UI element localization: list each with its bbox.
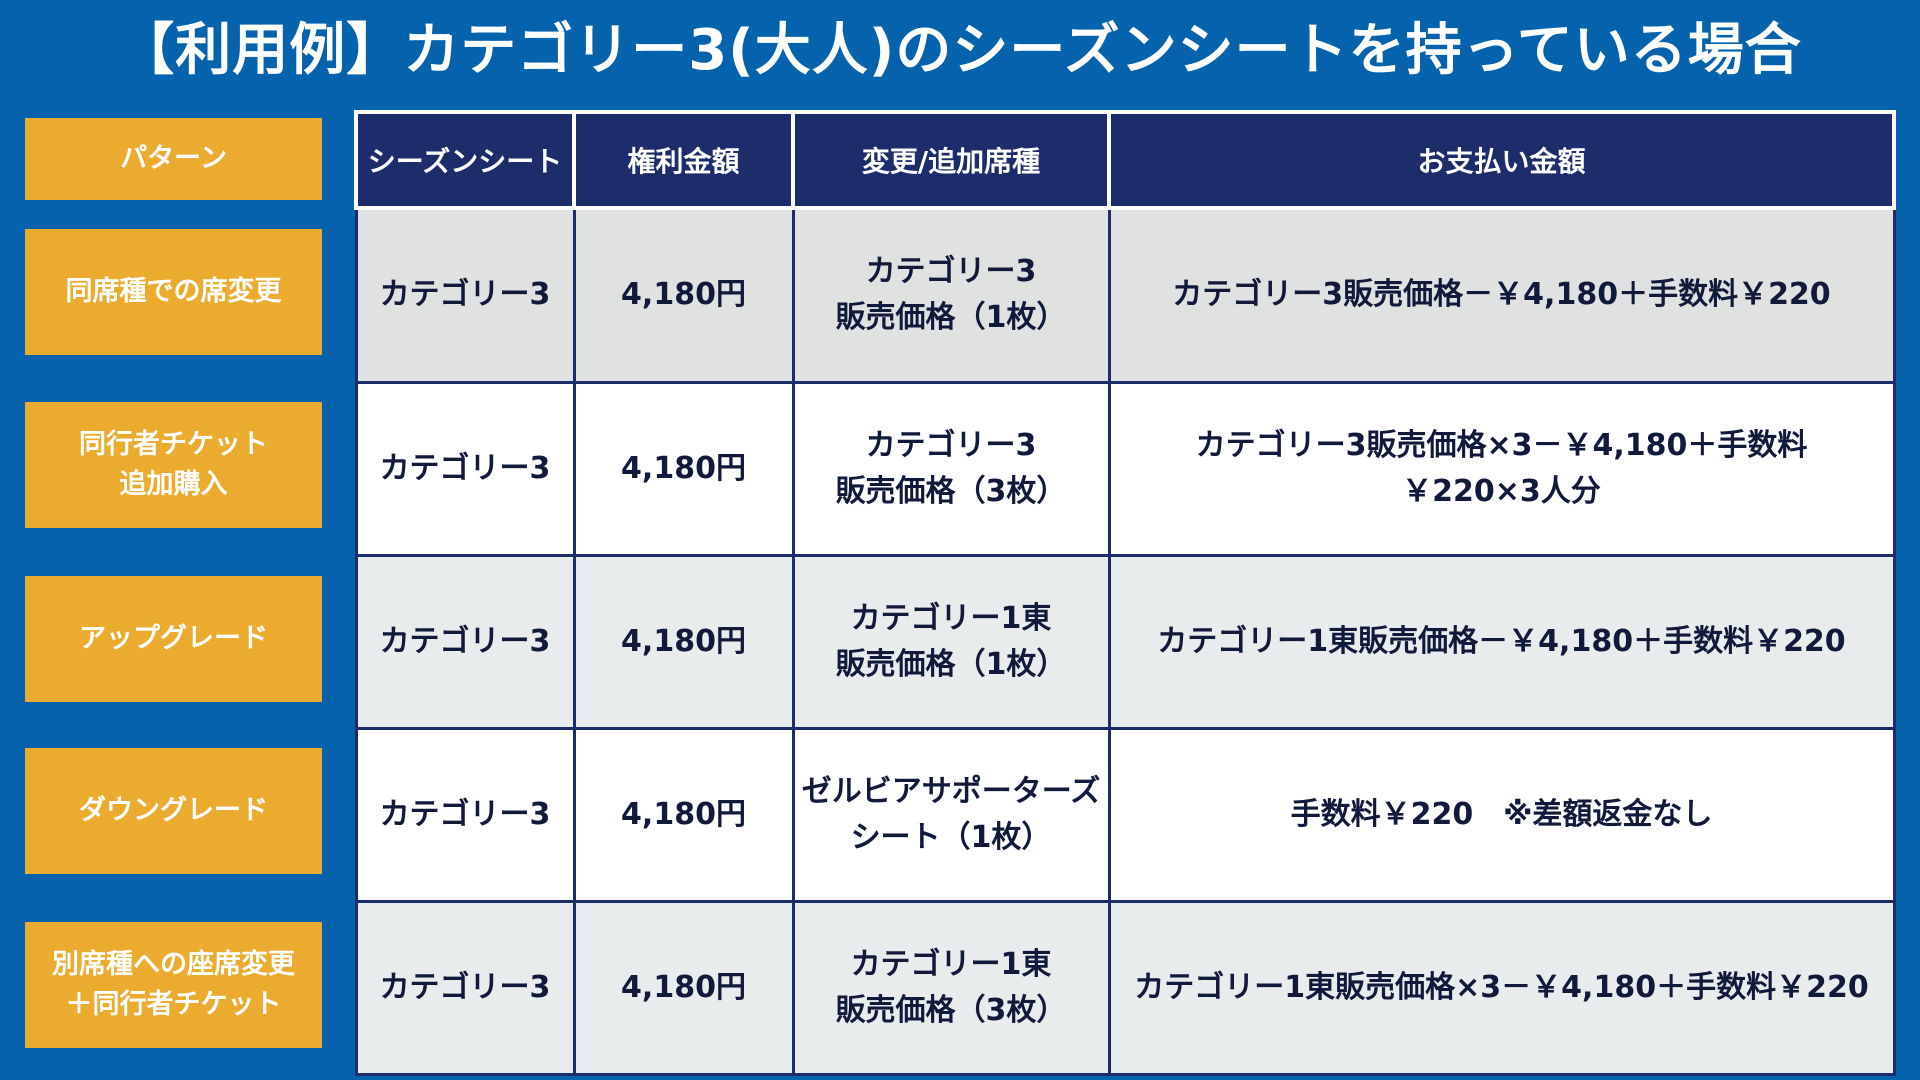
header-right-amount: 権利金額 bbox=[572, 110, 795, 210]
header-payment: お支払い金額 bbox=[1107, 110, 1896, 210]
table-row: カテゴリー3 4,180円 ゼルビアサポーターズ シート（1枚） 手数料￥220 ※差… bbox=[354, 726, 1896, 903]
change-seat-cell: カテゴリー1東 販売価格（3枚） bbox=[791, 899, 1111, 1076]
table-header-row: シーズンシート 権利金額 変更/追加席種 お支払い金額 bbox=[354, 110, 1896, 210]
season-seat-cell: カテゴリー3 bbox=[354, 553, 576, 730]
right-amount-cell: 4,180円 bbox=[572, 899, 795, 1076]
right-amount-cell: 4,180円 bbox=[572, 206, 795, 384]
right-amount-cell: 4,180円 bbox=[572, 553, 795, 730]
header-change-seat: 変更/追加席種 bbox=[791, 110, 1111, 210]
season-seat-cell: カテゴリー3 bbox=[354, 726, 576, 903]
usage-table: シーズンシート 権利金額 変更/追加席種 お支払い金額 カテゴリー3 4,180円… bbox=[354, 110, 1896, 1076]
pattern-header: パターン bbox=[25, 118, 322, 200]
header-season-seat: シーズンシート bbox=[354, 110, 576, 210]
page-title: 【利用例】カテゴリー3(大人)のシーズンシートを持っている場合 bbox=[118, 18, 1802, 83]
change-seat-cell: カテゴリー3 販売価格（3枚） bbox=[791, 380, 1111, 557]
change-seat-cell: カテゴリー3 販売価格（1枚） bbox=[791, 206, 1111, 384]
change-seat-cell: カテゴリー1東 販売価格（1枚） bbox=[791, 553, 1111, 730]
right-amount-cell: 4,180円 bbox=[572, 380, 795, 557]
table-row: カテゴリー3 4,180円 カテゴリー1東 販売価格（3枚） カテゴリー1東販売価格×… bbox=[354, 899, 1896, 1076]
season-seat-cell: カテゴリー3 bbox=[354, 206, 576, 384]
payment-cell: カテゴリー1東販売価格－￥4,180＋手数料￥220 bbox=[1107, 553, 1896, 730]
pattern-label: 同行者チケット 追加購入 bbox=[25, 402, 322, 528]
pattern-label: 別席種への座席変更 ＋同行者チケット bbox=[25, 922, 322, 1048]
payment-cell: 手数料￥220 ※差額返金なし bbox=[1107, 726, 1896, 903]
table-row: カテゴリー3 4,180円 カテゴリー1東 販売価格（1枚） カテゴリー1東販売価格－… bbox=[354, 553, 1896, 730]
right-amount-cell: 4,180円 bbox=[572, 726, 795, 903]
pattern-label: ダウングレード bbox=[25, 748, 322, 874]
table-row: カテゴリー3 4,180円 カテゴリー3 販売価格（1枚） カテゴリー3販売価格－￥4… bbox=[354, 206, 1896, 384]
pattern-label: アップグレード bbox=[25, 576, 322, 702]
season-seat-cell: カテゴリー3 bbox=[354, 899, 576, 1076]
change-seat-cell: ゼルビアサポーターズ シート（1枚） bbox=[791, 726, 1111, 903]
payment-cell: カテゴリー3販売価格－￥4,180＋手数料￥220 bbox=[1107, 206, 1896, 384]
table-row: カテゴリー3 4,180円 カテゴリー3 販売価格（3枚） カテゴリー3販売価格×3－… bbox=[354, 380, 1896, 557]
season-seat-cell: カテゴリー3 bbox=[354, 380, 576, 557]
pattern-label: 同席種での席変更 bbox=[25, 229, 322, 355]
payment-cell: カテゴリー1東販売価格×3－￥4,180＋手数料￥220 bbox=[1107, 899, 1896, 1076]
payment-cell: カテゴリー3販売価格×3－￥4,180＋手数料 ￥220×3人分 bbox=[1107, 380, 1896, 557]
